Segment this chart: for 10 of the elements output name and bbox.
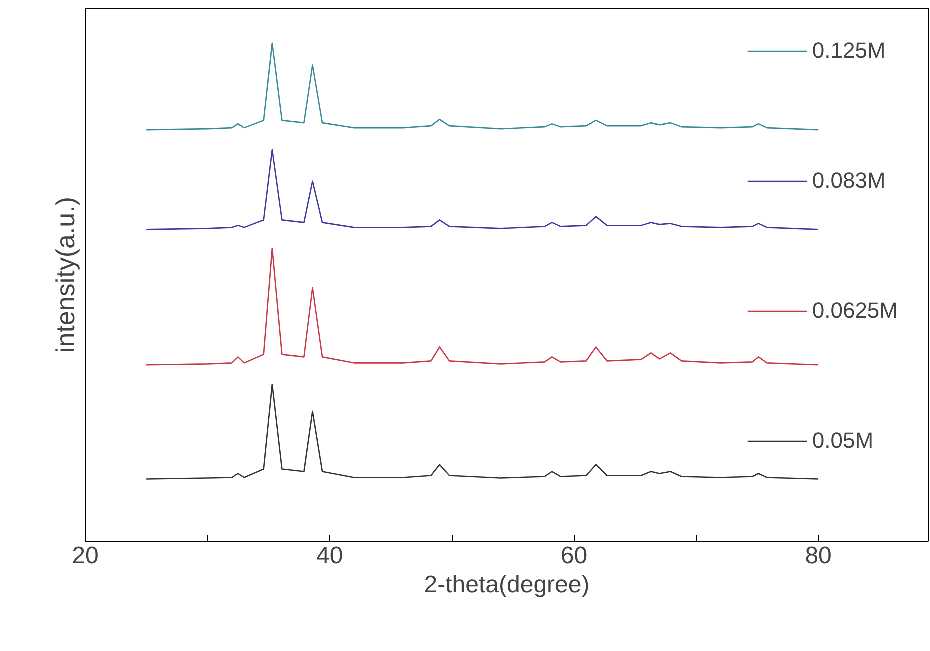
x-tick-label: 60 [560, 542, 588, 570]
x-axis-title: 2-theta(degree) [424, 572, 590, 598]
legend-label: 0.05M [812, 428, 874, 454]
legend-label: 0.0625M [812, 298, 898, 324]
x-tick-label: 80 [805, 542, 832, 570]
legend-label: 0.125M [812, 38, 886, 64]
x-tick-label: 20 [72, 542, 99, 570]
y-axis-title: intensity(a.u.) [50, 196, 80, 354]
legend-label: 0.083M [812, 168, 886, 194]
x-tick-label: 40 [316, 542, 344, 570]
